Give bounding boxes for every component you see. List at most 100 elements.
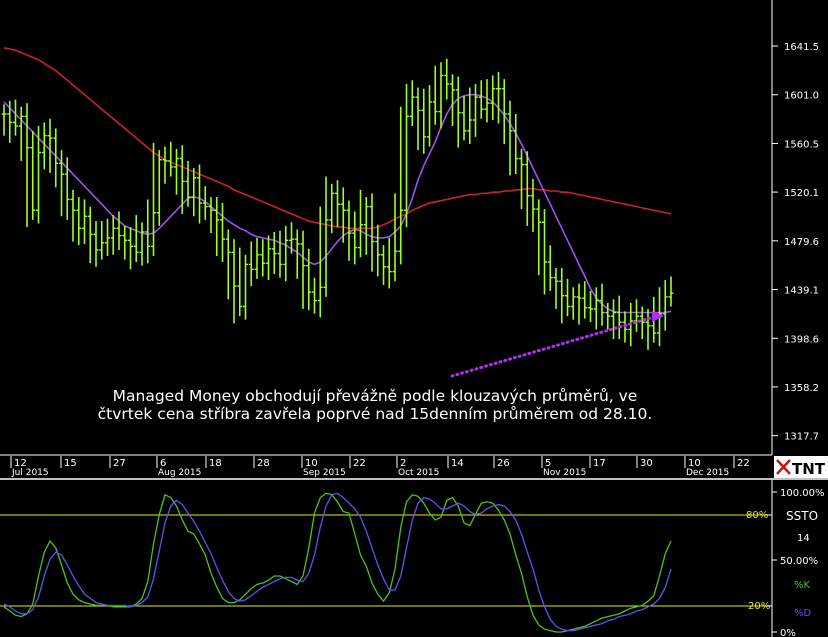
price-bar	[254, 237, 260, 279]
price-bar	[461, 95, 467, 141]
price-bar	[237, 247, 243, 317]
price-bar	[41, 122, 47, 170]
price-bar	[392, 193, 398, 282]
price-bar	[266, 235, 271, 281]
price-bar	[450, 74, 455, 127]
price-bar	[616, 295, 622, 340]
price-bar	[179, 145, 185, 214]
price-bar	[47, 118, 53, 173]
price-bar	[7, 100, 13, 143]
legend-period: 14	[797, 533, 810, 544]
x-tick-day: 22	[353, 458, 366, 469]
price-bar	[375, 224, 381, 277]
price-y-axis: 1641.5 1601.0 1560.5 1520.1 1479.6 1439.1 1398…	[772, 42, 819, 443]
svg-text:TNT: TNT	[792, 460, 826, 478]
price-bar	[496, 71, 501, 124]
price-bar	[220, 203, 225, 263]
x-tick-day: 5	[545, 458, 551, 469]
price-bar	[191, 168, 197, 217]
stoch-tick-50: 50.00%	[780, 556, 818, 567]
stoch-y-axis: 100.00% 80% 50.00% 20% 0% SSTO 14 %K %D	[746, 488, 825, 637]
price-bar	[174, 148, 179, 195]
x-tick-month: Aug 2015	[158, 468, 201, 478]
price-bar	[369, 193, 375, 272]
x-tick-day: 27	[113, 458, 126, 469]
price-bar	[455, 76, 461, 148]
price-bar	[398, 106, 404, 265]
x-tick-day: 28	[257, 458, 270, 469]
price-bar	[513, 113, 519, 175]
x-tick-day: 17	[593, 458, 606, 469]
ohlc-bars	[1, 58, 674, 350]
price-tick-label: 1439.1	[784, 286, 819, 297]
price-bar	[478, 80, 484, 119]
x-tick-day: 10	[305, 458, 318, 469]
price-bar	[588, 290, 593, 323]
price-bar	[214, 197, 220, 256]
price-bar	[99, 221, 105, 260]
price-bar	[82, 199, 87, 244]
price-bar	[156, 150, 162, 226]
annotation-line-1: Managed Money obchodují převážně podle k…	[113, 387, 638, 405]
legend-k: %K	[794, 580, 811, 591]
price-bar	[110, 215, 116, 255]
price-bar	[547, 245, 553, 291]
stoch-tick-0: 0%	[780, 628, 796, 637]
ma15-line	[3, 93, 672, 314]
x-tick-day: 2	[400, 458, 406, 469]
price-bar	[404, 83, 409, 228]
x-tick-day: 30	[640, 458, 653, 469]
price-bar	[507, 100, 513, 176]
price-bar	[352, 211, 358, 265]
date-axis	[0, 455, 772, 478]
price-bar	[329, 183, 335, 234]
price-bar	[225, 229, 231, 300]
price-bar	[639, 306, 645, 340]
price-tick-label: 1601.0	[784, 91, 819, 102]
price-bar	[467, 87, 473, 145]
x-tick-month: Oct 2015	[398, 468, 439, 478]
price-bar	[524, 151, 530, 226]
price-bar	[76, 197, 82, 246]
price-bar	[231, 239, 237, 324]
price-bar	[381, 245, 386, 285]
price-bar	[105, 218, 110, 256]
stochastic-panel	[0, 492, 772, 633]
price-bar	[605, 302, 611, 330]
price-bar	[277, 230, 283, 278]
d-line	[3, 492, 672, 632]
price-bar	[133, 215, 139, 263]
x-tick-day: 14	[451, 458, 464, 469]
price-bar	[415, 87, 421, 151]
price-tick-label: 1398.6	[784, 334, 819, 345]
price-bar	[87, 206, 93, 264]
x-tick-month: Sep 2015	[303, 468, 346, 478]
price-bar	[271, 231, 277, 275]
price-bar	[243, 254, 248, 320]
price-bar	[553, 268, 559, 309]
price-bar	[346, 200, 352, 261]
price-bar	[490, 75, 496, 121]
price-bar	[386, 237, 392, 289]
price-bar	[70, 189, 76, 242]
price-bar	[317, 206, 323, 318]
price-bar	[622, 311, 628, 343]
price-tick-label: 1641.5	[784, 42, 819, 53]
price-bar	[202, 186, 208, 220]
legend-d: %D	[794, 608, 812, 619]
price-bar	[432, 65, 438, 125]
price-bar	[248, 241, 254, 287]
price-bar	[363, 197, 369, 255]
stoch-tick-80: 80%	[746, 510, 768, 521]
price-bar	[645, 308, 651, 350]
annotation-line-2: čtvrtek cena stříbra zavřela poprvé nad …	[98, 405, 653, 423]
price-bar	[473, 83, 478, 137]
price-bar	[53, 128, 59, 188]
price-bar	[530, 178, 536, 232]
price-bar	[599, 283, 605, 326]
price-bar	[484, 79, 490, 123]
price-bar	[559, 268, 565, 324]
price-bar	[335, 180, 340, 228]
price-bar	[1, 104, 7, 136]
